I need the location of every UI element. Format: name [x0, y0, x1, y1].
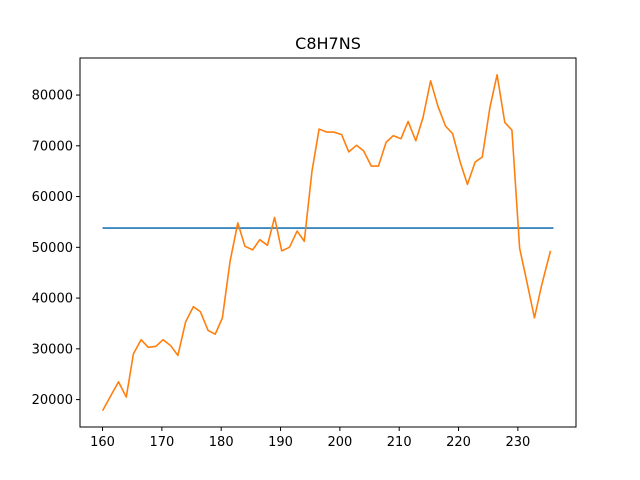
y-tick-label: 80000 [32, 89, 73, 104]
x-tick-label: 230 [505, 435, 530, 450]
x-tick-label: 210 [387, 435, 412, 450]
chart-title: C8H7NS [295, 34, 361, 53]
plot-frame [79, 57, 577, 428]
x-tick-label: 160 [90, 435, 115, 450]
y-tick-label: 70000 [32, 139, 73, 154]
y-tick-label: 20000 [32, 393, 73, 408]
y-tick-label: 50000 [32, 241, 73, 256]
series-line-2 [101, 73, 552, 412]
y-tick-label: 60000 [32, 190, 73, 205]
x-tick-label: 220 [446, 435, 471, 450]
x-tick-label: 200 [327, 435, 352, 450]
y-tick-label: 40000 [32, 292, 73, 307]
x-tick-label: 180 [209, 435, 234, 450]
series-layer [101, 73, 554, 412]
x-tick-label: 170 [149, 435, 174, 450]
y-tick-label: 30000 [32, 342, 73, 357]
x-tick-label: 190 [268, 435, 293, 450]
axes-layer: 160 170 180 190 200 210 220 230 20000 30000 40000 5… [32, 57, 577, 450]
